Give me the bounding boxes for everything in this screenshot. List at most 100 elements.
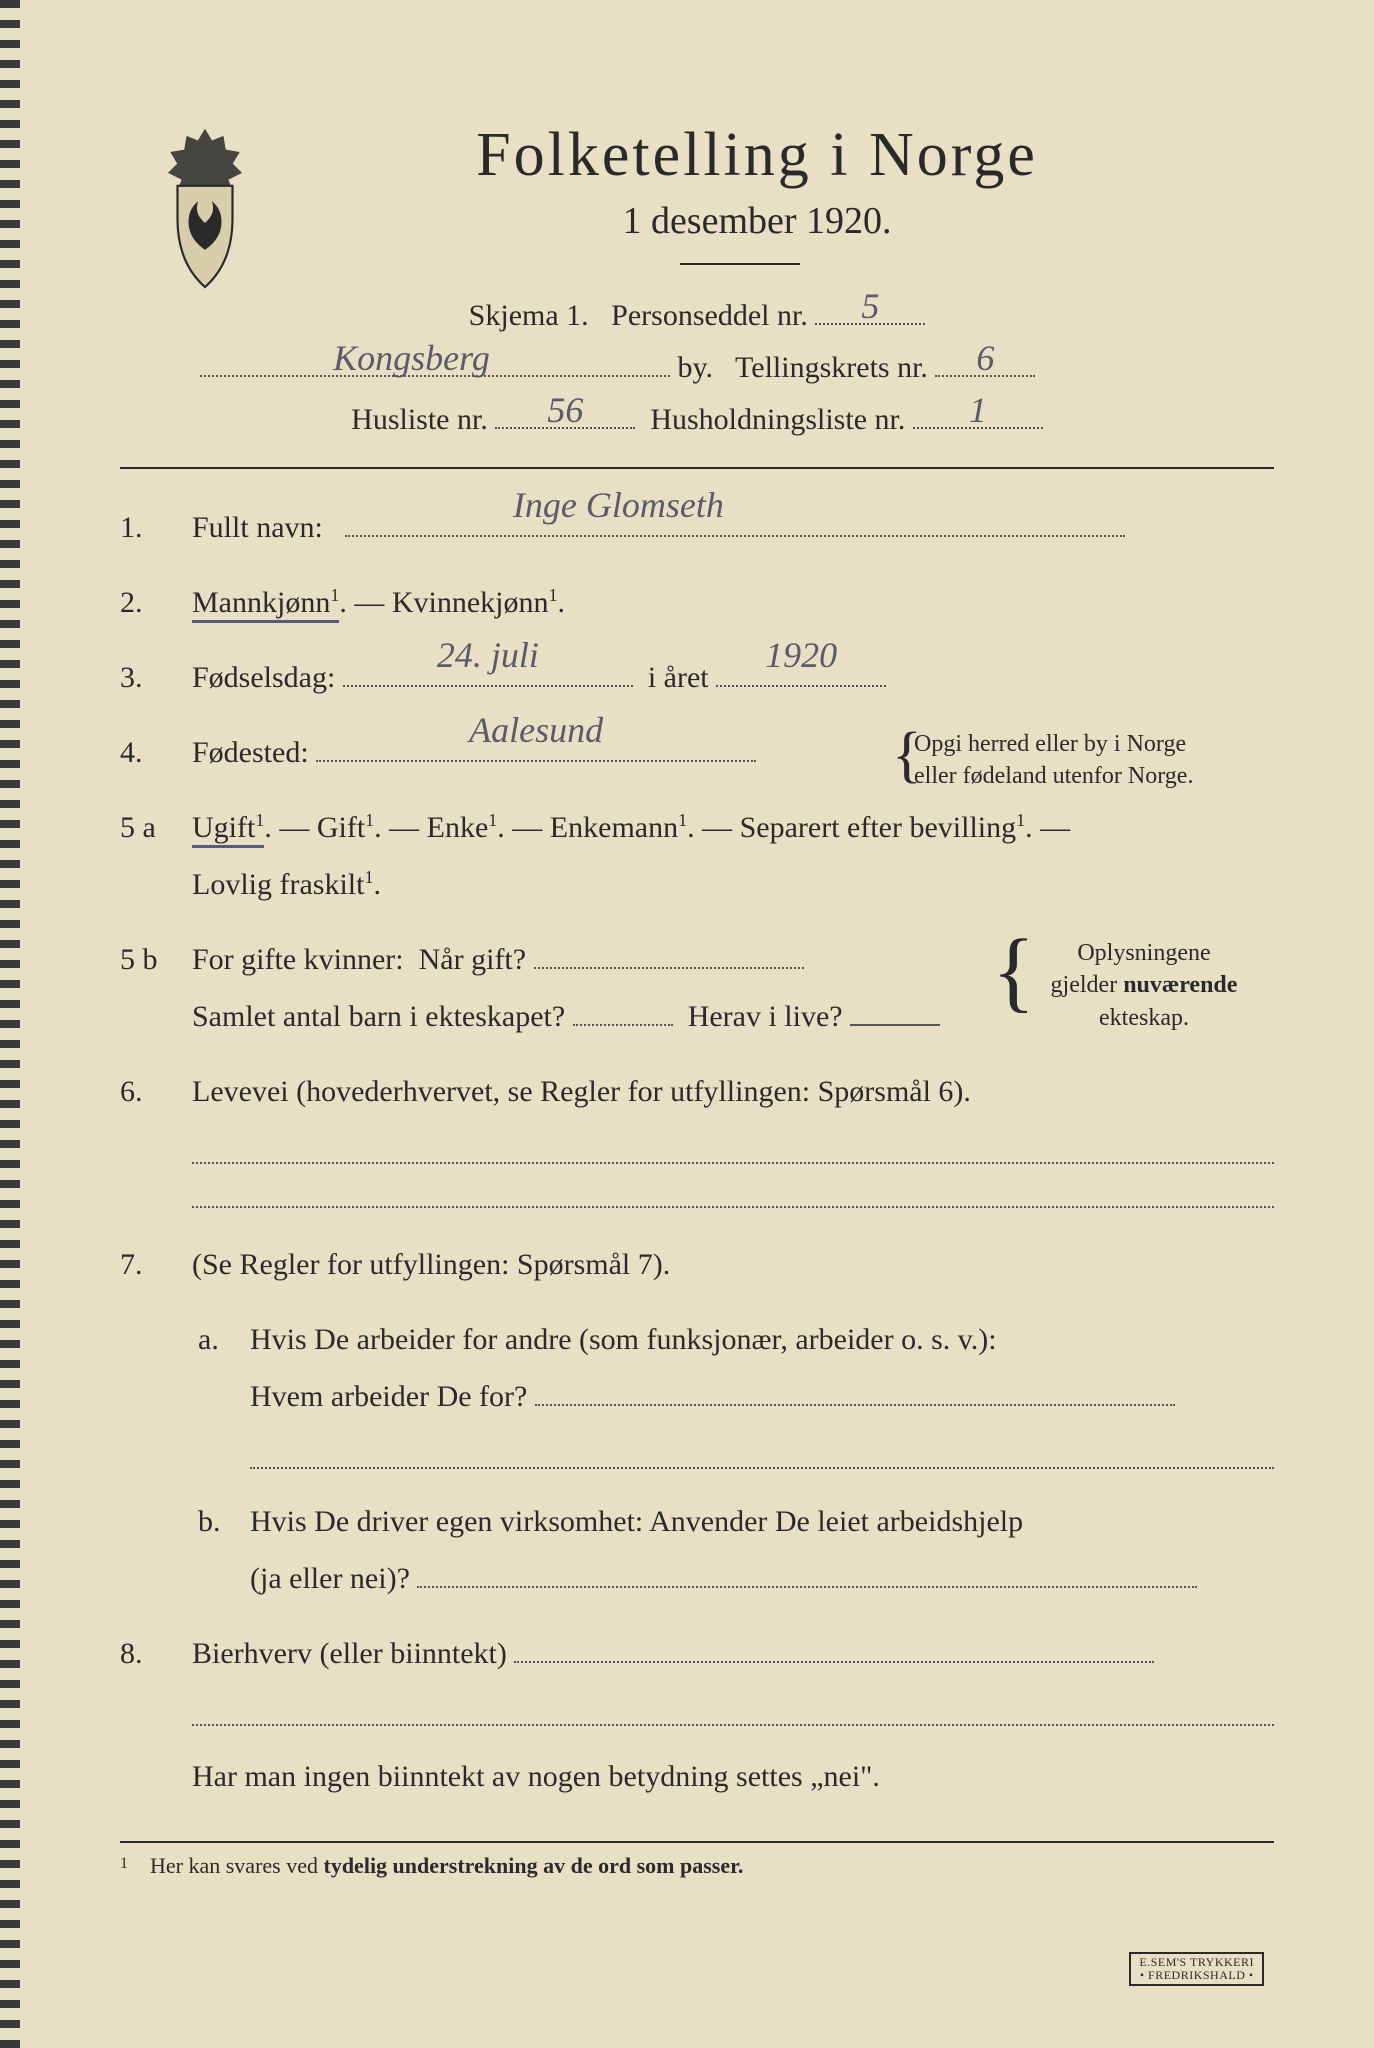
q2-mann: Mannkjønn1 — [192, 586, 339, 623]
husholdningsliste-field: 1 — [913, 399, 1043, 429]
meta-husliste-row: Husliste nr. 56 Husholdningsliste nr. 1 — [120, 399, 1274, 437]
q1-num: 1. — [120, 499, 180, 556]
footnote-rule — [120, 1841, 1274, 1843]
by-label: by. — [678, 351, 714, 384]
q3-year-value: 1920 — [765, 621, 837, 689]
husholdningsliste-label: Husholdningsliste nr. — [650, 403, 905, 436]
q5b-children-field — [573, 996, 673, 1026]
q4-num: 4. — [120, 724, 180, 781]
q7b-l2: (ja eller nei)? — [250, 1562, 410, 1595]
tellingskrets-field: 6 — [935, 347, 1035, 377]
q5a-enke: Enke1 — [427, 811, 498, 844]
q7b-row: b. Hvis De driver egen virksomhet: Anven… — [120, 1493, 1274, 1607]
stamp-l1: E.SEM'S TRYKKERI — [1139, 1955, 1254, 1969]
q1-field: Inge Glomseth — [345, 507, 1125, 537]
footnote-sup: 1 — [120, 1855, 128, 1873]
meta-by-row: Kongsberg by. Tellingskrets nr. 6 — [120, 347, 1274, 385]
personseddel-field: 5 — [815, 295, 925, 325]
personseddel-value: 5 — [861, 285, 879, 327]
q3-num: 3. — [120, 649, 180, 706]
document-subtitle: 1 desember 1920. — [240, 199, 1274, 243]
q5b-row: 5 b For gifte kvinner: Når gift? Samlet … — [120, 931, 1274, 1045]
brace-icon: { — [892, 728, 922, 784]
q8-tail-text: Har man ingen biinntekt av nogen betydni… — [192, 1760, 880, 1793]
title-rule — [680, 263, 800, 265]
q5b-note-l3: ekteskap. — [1099, 1005, 1189, 1031]
q8-line — [192, 1724, 1274, 1726]
q3-year-label: i året — [648, 661, 709, 694]
q6-line1 — [192, 1162, 1274, 1164]
q7b-letter: b. — [198, 1493, 221, 1550]
q4-note-l2: eller fødeland utenfor Norge. — [914, 763, 1193, 789]
by-field: Kongsberg — [200, 347, 670, 377]
q3-day-value: 24. juli — [437, 621, 539, 689]
q4-label: Fødested: — [192, 736, 309, 769]
q7-num: 7. — [120, 1236, 180, 1293]
q5a-separert: Separert efter bevilling1 — [740, 811, 1026, 844]
q5a-num: 5 a — [120, 799, 180, 856]
q3-day-field: 24. juli — [343, 657, 633, 687]
q8-label: Bierhverv (eller biinntekt) — [192, 1637, 507, 1670]
q5b-alive-label: Herav i live? — [688, 1000, 843, 1033]
q2-kvinne: Kvinnekjønn1 — [392, 586, 558, 619]
q2-row: 2. Mannkjønn1. — Kvinnekjønn1. — [120, 574, 1274, 631]
q8-tail: Har man ingen biinntekt av nogen betydni… — [120, 1748, 1274, 1805]
personseddel-label: Personseddel nr. — [611, 299, 808, 332]
tellingskrets-label: Tellingskrets nr. — [735, 351, 928, 384]
q1-value: Inge Glomseth — [513, 471, 724, 539]
printer-stamp: E.SEM'S TRYKKERI • FREDRIKSHALD • — [1129, 1952, 1264, 1986]
q7a-letter: a. — [198, 1311, 219, 1368]
footnote-text: Her kan svares ved tydelig understreknin… — [150, 1853, 743, 1878]
q7a-l2: Hvem arbeider De for? — [250, 1380, 527, 1413]
q8-num: 8. — [120, 1625, 180, 1682]
q4-row: 4. Fødested: Aalesund { Opgi herred elle… — [120, 724, 1274, 781]
header-rule — [120, 467, 1274, 469]
q5b-note: { Oplysningene gjelder nuværende ekteska… — [1014, 937, 1274, 1034]
document-title: Folketelling i Norge — [240, 120, 1274, 191]
q5a-enkemann: Enkemann1 — [550, 811, 687, 844]
q5a-row: 5 a Ugift1. — Gift1. — Enke1. — Enkemann… — [120, 799, 1274, 913]
husliste-value: 56 — [547, 389, 583, 431]
q3-year-field: 1920 — [716, 657, 886, 687]
perforation-edge — [0, 0, 20, 2048]
by-value: Kongsberg — [333, 337, 490, 379]
q5b-when-label: Når gift? — [419, 943, 526, 976]
q7a-field — [535, 1376, 1175, 1406]
q7a-row: a. Hvis De arbeider for andre (som funks… — [120, 1311, 1274, 1425]
q7-row: 7. (Se Regler for utfyllingen: Spørsmål … — [120, 1236, 1274, 1293]
meta-skjema-row: Skjema 1. Personseddel nr. 5 — [120, 295, 1274, 333]
q1-label: Fullt navn: — [192, 511, 323, 544]
q6-num: 6. — [120, 1063, 180, 1120]
q7b-l1: Hvis De driver egen virksomhet: Anvender… — [250, 1505, 1023, 1538]
q5a-ugift: Ugift1 — [192, 811, 264, 848]
q7-text: (Se Regler for utfyllingen: Spørsmål 7). — [192, 1248, 670, 1281]
tellingskrets-value: 6 — [976, 337, 994, 379]
q2-sep: — — [354, 586, 392, 619]
q5b-children-label: Samlet antal barn i ekteskapet? — [192, 1000, 565, 1033]
q2-num: 2. — [120, 574, 180, 631]
coat-of-arms-icon — [150, 120, 260, 300]
q7a-line — [250, 1467, 1274, 1469]
q4-note: { Opgi herred eller by i Norge eller fød… — [914, 728, 1274, 793]
q5b-alive-field — [850, 996, 940, 1026]
husliste-field: 56 — [495, 399, 635, 429]
q5b-label: For gifte kvinner: — [192, 943, 404, 976]
skjema-label: Skjema 1. — [469, 299, 589, 332]
brace-icon: { — [992, 931, 1035, 1012]
q4-field: Aalesund — [316, 732, 756, 762]
footnote: 1 Her kan svares ved tydelig understrekn… — [120, 1853, 1274, 1879]
q5b-note-l2: gjelder nuværende — [1051, 972, 1238, 998]
q7a-l1: Hvis De arbeider for andre (som funksjon… — [250, 1323, 997, 1356]
q7b-field — [417, 1558, 1197, 1588]
husliste-label: Husliste nr. — [351, 403, 488, 436]
q3-label: Fødselsdag: — [192, 661, 335, 694]
q5b-num: 5 b — [120, 931, 180, 988]
q5a-gift: Gift1 — [317, 811, 374, 844]
q5b-when-field — [534, 939, 804, 969]
document-header: Folketelling i Norge 1 desember 1920. Sk… — [120, 120, 1274, 437]
q6-row: 6. Levevei (hovederhvervet, se Regler fo… — [120, 1063, 1274, 1120]
q5b-note-l1: Oplysningene — [1077, 940, 1210, 966]
q4-value: Aalesund — [469, 696, 603, 764]
stamp-l2: • FREDRIKSHALD • — [1140, 1968, 1254, 1982]
q8-field — [514, 1633, 1154, 1663]
